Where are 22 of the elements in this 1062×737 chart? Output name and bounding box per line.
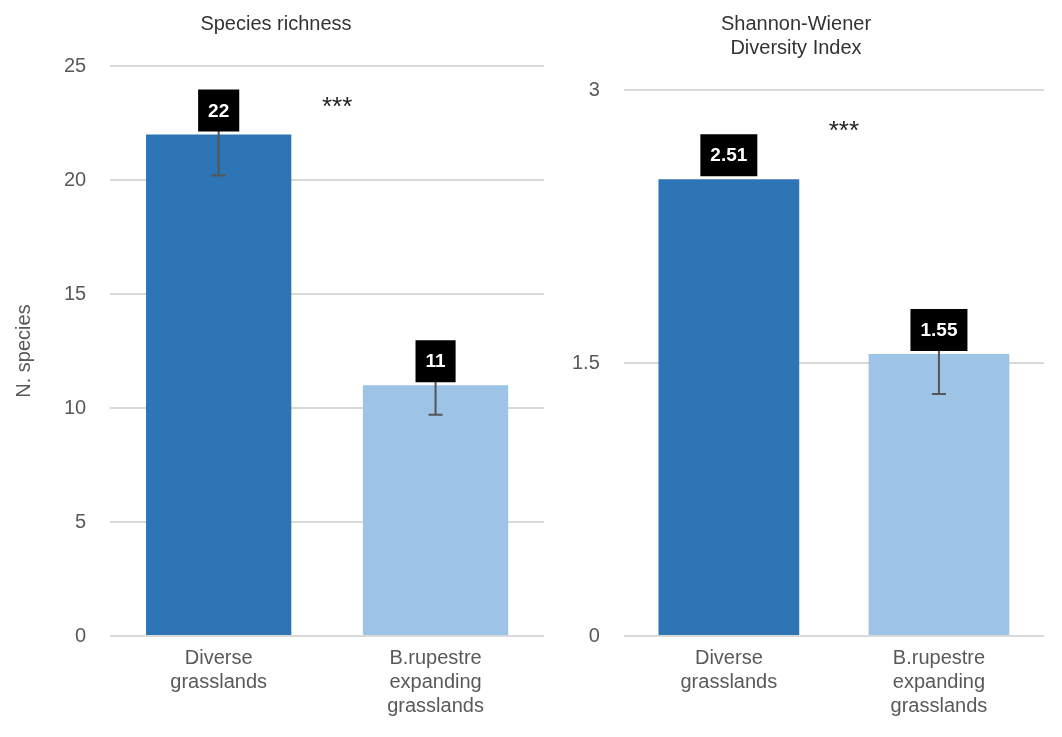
annotation: *** <box>828 115 860 146</box>
chart-title: Shannon-Wiener Diversity Index <box>720 11 872 58</box>
data-label: 22 <box>208 99 230 121</box>
data-label: 2.51 <box>710 144 748 166</box>
y-tick-label: 0 <box>588 623 600 646</box>
x-tick-label: B.rupestre expanding grasslands <box>890 645 988 716</box>
y-tick-label: 1.5 <box>571 350 600 373</box>
y-tick-label: 10 <box>64 395 87 418</box>
chart-title: Species richness <box>200 11 352 34</box>
x-tick-label: B.rupestre expanding grasslands <box>387 645 484 716</box>
x-tick-label: Diverse grasslands <box>680 645 778 692</box>
y-tick-label: 5 <box>75 509 87 532</box>
y-tick-label: 0 <box>75 623 87 646</box>
y-tick-label: 20 <box>64 167 87 190</box>
y-tick-label: 15 <box>64 281 87 304</box>
data-label: 11 <box>425 350 447 372</box>
data-label: 1.55 <box>920 319 958 341</box>
y-axis-title: N. species <box>11 304 34 398</box>
x-tick-label: Diverse grasslands <box>170 645 268 692</box>
annotation: *** <box>321 91 353 122</box>
y-tick-label: 3 <box>588 77 600 100</box>
y-tick-label: 25 <box>64 53 87 76</box>
